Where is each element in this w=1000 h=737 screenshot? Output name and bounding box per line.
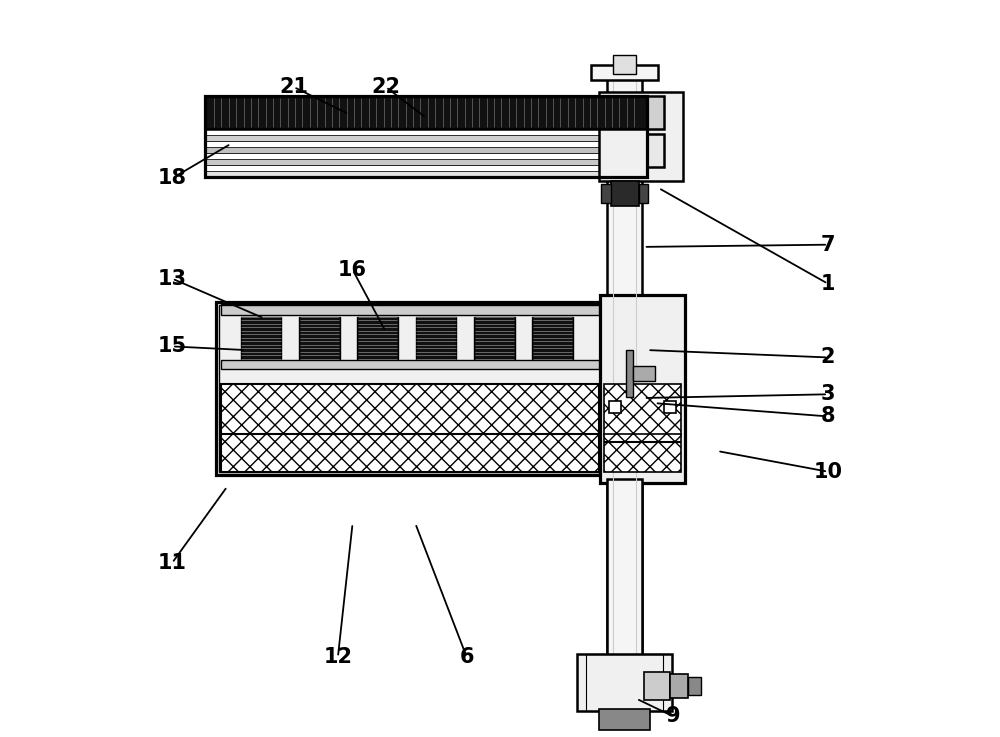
Text: 21: 21 [279,77,308,97]
Bar [205,159,647,165]
Bar [639,184,648,203]
Bar [586,654,663,711]
Bar [647,96,664,129]
Bar [205,171,647,177]
Bar [474,317,515,359]
Bar [633,366,655,381]
Text: 7: 7 [821,234,835,255]
Bar [607,479,642,711]
Bar [219,305,600,472]
Bar [591,65,658,80]
Text: 13: 13 [158,268,187,289]
Text: 15: 15 [157,336,187,357]
Bar [688,677,701,695]
Bar [205,96,647,177]
Bar [241,317,281,359]
Text: 1: 1 [821,273,835,294]
Bar [205,129,647,135]
Bar [299,317,340,359]
Bar [607,77,642,711]
Bar [613,55,636,74]
Text: 2: 2 [821,347,835,368]
Text: 9: 9 [666,706,681,727]
Bar [577,654,672,711]
Text: 10: 10 [813,461,842,482]
Bar [601,184,611,203]
Bar [626,349,633,397]
Bar [647,134,664,167]
Bar [205,165,647,171]
Bar [532,317,573,359]
Text: 12: 12 [323,647,352,668]
Bar [670,674,688,698]
Bar [221,304,599,315]
Bar [216,302,603,475]
Bar [205,135,647,141]
Text: 3: 3 [821,384,835,405]
Bar [604,434,681,472]
Bar [205,147,647,153]
Bar [221,360,599,368]
Bar [221,434,599,472]
Bar [205,96,647,129]
Bar [644,672,670,700]
Bar [599,709,650,730]
Bar [609,401,621,413]
Text: 22: 22 [371,77,400,97]
Bar [416,317,456,359]
Bar [604,383,681,435]
Text: 6: 6 [460,647,474,668]
Bar [221,383,599,435]
Text: 8: 8 [821,406,835,427]
Text: 16: 16 [338,259,367,280]
Bar [600,295,685,483]
Bar [205,141,647,147]
Bar [205,153,647,159]
Text: 11: 11 [158,553,187,573]
Bar [664,401,676,413]
Text: 18: 18 [158,168,187,189]
Bar [599,92,683,181]
Bar [357,317,398,359]
Bar [611,181,639,206]
